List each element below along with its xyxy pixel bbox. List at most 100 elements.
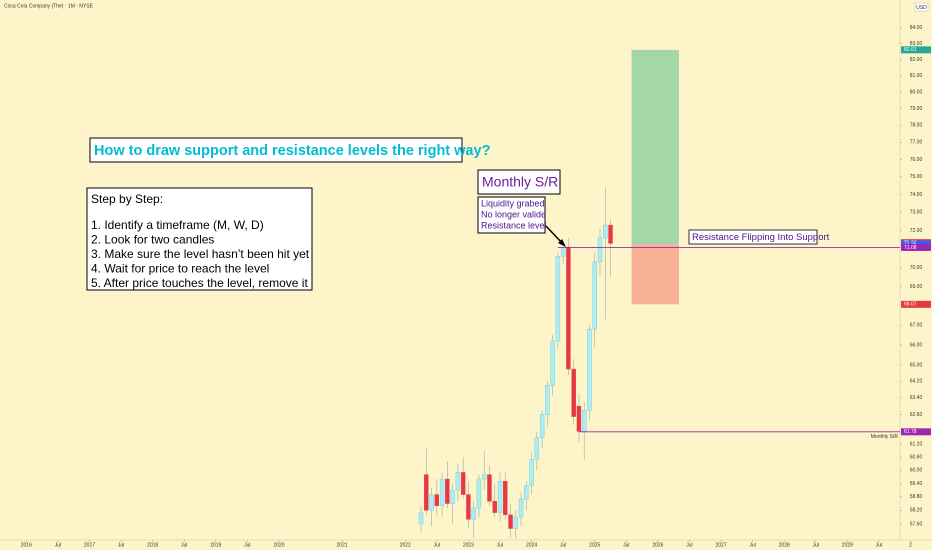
price-badge-label: 61.78 (904, 429, 917, 435)
candle-body (476, 478, 482, 509)
candle-body (503, 481, 508, 516)
y-tick-label: 63.40 (910, 395, 923, 401)
y-tick-label: 64.20 (910, 379, 923, 385)
price-badge (901, 428, 931, 436)
candle-body (576, 405, 582, 432)
price-badge-label: 68.07 (904, 302, 917, 308)
step: 4. Wait for price to reach the level (91, 262, 269, 276)
price-badge-label: 71.08 (904, 245, 917, 251)
y-tick-label: 75.00 (910, 174, 923, 180)
candle-body (460, 472, 466, 495)
candle-body (560, 248, 566, 257)
x-tick-label: 2024 (526, 542, 537, 548)
y-tick-label: 83.00 (910, 41, 923, 47)
y-tick-label: 82.00 (910, 57, 923, 63)
candle-body (587, 328, 592, 411)
y-tick-label: 78.00 (910, 123, 923, 129)
y-tick-label: 62.60 (910, 412, 923, 418)
candle-body (518, 498, 524, 518)
x-tick-label: Jul (749, 542, 755, 548)
x-tick-label: 2018 (147, 542, 158, 548)
candle-body (429, 494, 434, 511)
y-tick-label: 61.20 (910, 442, 923, 448)
profit-zone (631, 49, 679, 245)
step: 3. Make sure the level hasn’t been hit y… (91, 247, 310, 261)
x-tick-label: Jul (813, 542, 819, 548)
y-tick-label: 79.00 (910, 106, 923, 112)
price-badge (901, 300, 931, 308)
x-tick-label: 2 (909, 542, 912, 548)
candle-body (434, 494, 440, 506)
x-tick-label: Jul (434, 542, 440, 548)
x-tick-label: Jul (244, 542, 250, 548)
x-tick-label: Jul (118, 542, 124, 548)
y-tick-label: 81.00 (910, 73, 923, 79)
candle-body (492, 501, 497, 513)
heading-box (89, 137, 463, 163)
candle-body (555, 256, 561, 342)
x-tick-label: 2027 (715, 542, 726, 548)
y-tick-label: 84.00 (910, 25, 923, 31)
candle-body (597, 237, 603, 263)
monthly-box (477, 169, 561, 195)
y-tick-label: 70.00 (910, 265, 923, 271)
candle-body (539, 414, 545, 438)
x-tick-label: Jul (560, 542, 566, 548)
y-tick-label: 77.00 (910, 140, 923, 146)
candle-body (529, 459, 534, 486)
x-tick-label: Jul (623, 542, 629, 548)
y-tick-label: 72.00 (910, 228, 923, 234)
y-tick-label: 58.20 (910, 508, 923, 514)
note-line: Liquidity grabed (481, 198, 545, 208)
y-tick-label: 60.00 (910, 468, 923, 474)
chart-title: Coca Cola Company (The) · 1M · NYSE (4, 3, 94, 9)
heading: How to draw support and resistance level… (94, 143, 491, 159)
y-tick-label: 57.60 (910, 521, 923, 527)
x-tick-label: 2022 (400, 542, 411, 548)
note-line: No longer valide (481, 209, 546, 219)
currency: USD (916, 5, 927, 11)
x-tick-label: 2029 (842, 542, 853, 548)
candle-body (424, 474, 429, 511)
candle-body (608, 224, 613, 244)
level-label: Monthly S/R (871, 434, 899, 440)
x-tick-label: 2025 (589, 542, 600, 548)
candle-body (487, 474, 492, 502)
y-tick-label: 66.00 (910, 342, 923, 348)
x-tick-label: 2017 (84, 542, 95, 548)
step: 1. Identify a timeframe (M, W, D) (91, 218, 264, 232)
x-tick-label: 2021 (337, 542, 348, 548)
note-line: Resistance level (481, 220, 547, 230)
step: 5. After price touches the level, remove… (91, 276, 308, 290)
steps-box (86, 187, 313, 291)
steps-title: Step by Step: (91, 192, 163, 206)
candle-body (582, 410, 587, 432)
x-tick-label: 2023 (463, 542, 474, 548)
candle-body (482, 474, 487, 480)
y-tick-label: 74.00 (910, 192, 923, 198)
candle-body (466, 494, 471, 520)
candle-body (497, 481, 503, 513)
y-tick-label: 69.00 (910, 284, 923, 290)
y-tick-label: 80.00 (910, 89, 923, 95)
candle-body (603, 224, 608, 239)
candle-body (524, 485, 529, 500)
price-badge (901, 46, 931, 54)
candle-body (545, 385, 550, 415)
candle-body (450, 489, 455, 504)
y-tick-label: 76.00 (910, 157, 923, 163)
step: 2. Look for two candles (91, 233, 214, 247)
x-tick-label: Jul (497, 542, 503, 548)
x-tick-label: Jul (55, 542, 61, 548)
x-tick-label: 2026 (652, 542, 663, 548)
candle-body (418, 512, 424, 525)
x-tick-label: 2020 (273, 542, 284, 548)
price-badge-label: 82.61 (904, 47, 917, 53)
x-tick-label: 2028 (779, 542, 790, 548)
x-tick-label: Jul (686, 542, 692, 548)
x-tick-label: 2016 (21, 542, 32, 548)
flip-label: Resistance Flipping Into Support (692, 232, 830, 243)
price-badge (901, 243, 931, 251)
